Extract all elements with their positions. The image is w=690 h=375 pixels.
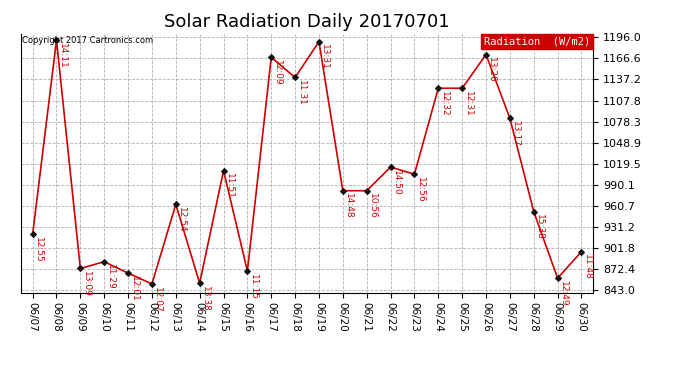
Text: 12:01: 12:01 xyxy=(130,276,139,302)
Point xyxy=(529,209,540,214)
Text: 12:32: 12:32 xyxy=(440,91,449,117)
Text: 13:17: 13:17 xyxy=(511,121,520,147)
Text: 12:56: 12:56 xyxy=(416,177,425,203)
Point xyxy=(480,51,491,57)
Point xyxy=(361,188,372,194)
Point xyxy=(337,188,348,194)
Text: Radiation  (W/m2): Radiation (W/m2) xyxy=(484,36,591,46)
Text: 14:50: 14:50 xyxy=(392,170,401,196)
Text: 12:09: 12:09 xyxy=(273,60,282,86)
Text: 11:48: 11:48 xyxy=(583,254,592,280)
Point xyxy=(75,266,86,272)
Point xyxy=(409,171,420,177)
Point xyxy=(576,249,587,255)
Point xyxy=(242,268,253,274)
Title: Solar Radiation Daily 20170701: Solar Radiation Daily 20170701 xyxy=(164,13,450,31)
Text: 11:15: 11:15 xyxy=(249,274,258,300)
Point xyxy=(266,54,277,60)
Text: 12:55: 12:55 xyxy=(34,237,43,263)
Point xyxy=(457,85,468,91)
Text: 12:31: 12:31 xyxy=(464,91,473,117)
Point xyxy=(552,275,563,281)
Point xyxy=(385,164,396,170)
Point xyxy=(51,37,62,43)
Text: 12:07: 12:07 xyxy=(153,286,162,312)
Text: 13:38: 13:38 xyxy=(201,286,210,312)
Text: 11:31: 11:31 xyxy=(297,80,306,106)
Text: 12:54: 12:54 xyxy=(177,207,186,233)
Text: Copyright 2017 Cartronics.com: Copyright 2017 Cartronics.com xyxy=(22,36,153,45)
Point xyxy=(99,259,110,265)
Point xyxy=(504,116,515,122)
Text: 15:38: 15:38 xyxy=(535,214,544,240)
Text: 11:51: 11:51 xyxy=(225,173,234,199)
Point xyxy=(123,270,134,276)
Text: 13:26: 13:26 xyxy=(487,57,496,83)
Text: 13:09: 13:09 xyxy=(81,271,91,297)
Point xyxy=(313,39,324,45)
Text: 14:48: 14:48 xyxy=(344,194,353,219)
Text: 12:49: 12:49 xyxy=(559,281,568,307)
Point xyxy=(290,75,301,81)
Point xyxy=(146,281,157,287)
Point xyxy=(218,168,229,174)
Text: 13:31: 13:31 xyxy=(320,44,329,70)
Point xyxy=(433,85,444,91)
Point xyxy=(27,231,38,237)
Text: 11:29: 11:29 xyxy=(106,264,115,290)
Point xyxy=(170,201,181,207)
Text: 14:11: 14:11 xyxy=(58,43,67,69)
Text: 10:56: 10:56 xyxy=(368,194,377,219)
Point xyxy=(194,280,205,286)
